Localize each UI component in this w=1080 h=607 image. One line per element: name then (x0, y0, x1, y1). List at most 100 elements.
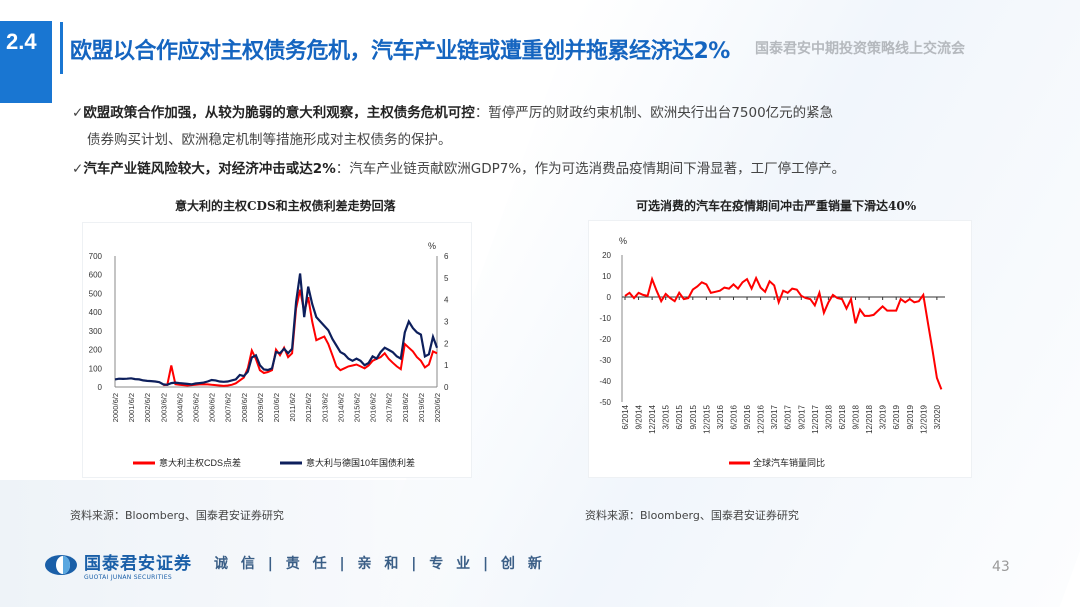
company-logo: 国泰君安证券 GUOTAI JUNAN SECURITIES (44, 549, 192, 581)
x-tick-label: 6/2018 (838, 404, 847, 429)
y-tick-label: 0 (607, 293, 612, 302)
x-tick-label: 2014/6/2 (336, 393, 345, 422)
x-tick-label: 2001/6/2 (127, 393, 136, 422)
logo-emblem-icon (45, 555, 77, 575)
left-y-tick-label: 200 (89, 346, 103, 355)
right-y-tick-label: 1 (444, 361, 449, 370)
left-y-tick-label: 100 (89, 364, 103, 373)
right-y-tick-label: 3 (444, 318, 449, 327)
x-tick-label: 2004/6/2 (175, 393, 184, 422)
x-tick-label: 12/2019 (919, 404, 928, 433)
y-tick-label: -50 (599, 398, 611, 407)
x-tick-label: 2017/6/2 (385, 393, 394, 422)
chart-1-title: 意大利的主权CDS和主权债利差走势回落 (175, 199, 396, 213)
series-line-cds (163, 289, 438, 387)
x-tick-label: 2016/6/2 (369, 393, 378, 422)
x-tick-label: 3/2017 (770, 404, 779, 429)
x-tick-label: 6/2017 (784, 404, 793, 429)
x-tick-label: 9/2014 (635, 404, 644, 429)
chart-2-title: 可选消费的汽车在疫情期间冲击严重销量下滑达40% (636, 199, 917, 213)
x-tick-label: 2011/6/2 (288, 393, 297, 422)
bullet-1: ✓欧盟政策合作加强，从较为脆弱的意大利观察，主权债务危机可控：暂停严厉的财政约束… (72, 105, 834, 121)
left-y-tick-label: 700 (89, 252, 103, 261)
x-tick-label: 6/2019 (892, 404, 901, 429)
series-line-auto-sales (624, 275, 943, 390)
x-tick-label: 9/2019 (906, 404, 915, 429)
x-tick-label: 3/2018 (824, 404, 833, 429)
bullet-2-bold: 汽车产业链风险较大，对经济冲击或达2% (83, 161, 336, 177)
x-tick-label: 2002/6/2 (143, 393, 152, 422)
left-y-tick-label: 500 (89, 289, 103, 298)
left-y-tick-label: 300 (89, 327, 103, 336)
x-tick-label: 12/2018 (865, 404, 874, 433)
x-tick-label: 2005/6/2 (192, 393, 201, 422)
left-y-tick-label: 400 (89, 308, 103, 317)
x-tick-label: 12/2017 (811, 404, 820, 433)
x-tick-label: 2013/6/2 (320, 393, 329, 422)
x-tick-label: 2003/6/2 (159, 393, 168, 422)
title-accent-bar (60, 22, 63, 74)
footer-background (0, 480, 520, 607)
x-tick-label: 9/2017 (797, 404, 806, 429)
x-tick-label: 9/2018 (852, 404, 861, 429)
legend-label: 意大利主权CDS点差 (159, 457, 241, 468)
legend-label: 意大利与德国10年国债利差 (306, 457, 415, 468)
event-name: 国泰君安中期投资策略线上交流会 (755, 41, 965, 57)
company-motto: 诚 信 | 责 任 | 亲 和 | 专 业 | 创 新 (214, 556, 546, 572)
x-tick-label: 2018/6/2 (401, 393, 410, 422)
x-tick-label: 2009/6/2 (256, 393, 265, 422)
y-tick-label: -40 (599, 377, 611, 386)
x-tick-label: 3/2015 (662, 404, 671, 429)
x-tick-label: 2015/6/2 (353, 393, 362, 422)
x-tick-label: 12/2015 (702, 404, 711, 433)
x-tick-label: 2019/6/2 (417, 393, 426, 422)
left-y-tick-label: 600 (89, 271, 103, 280)
x-tick-label: 2010/6/2 (272, 393, 281, 422)
right-y-tick-label: 0 (444, 383, 449, 392)
y-tick-label: 20 (602, 251, 611, 260)
x-tick-label: 2020/6/2 (433, 393, 442, 422)
bullet-1-cont: 债券购买计划、欧洲稳定机制等措施形成对主权债务的保护。 (87, 132, 452, 148)
y-unit: % (619, 236, 627, 246)
right-y-unit: % (428, 241, 436, 251)
right-y-tick-label: 6 (444, 252, 449, 261)
chart-2-panel (588, 220, 972, 478)
x-tick-label: 6/2015 (675, 404, 684, 429)
x-tick-label: 6/2014 (621, 404, 630, 429)
logo-name: 国泰君安证券 (84, 554, 192, 574)
legend-label: 全球汽车销量同比 (753, 457, 825, 468)
y-tick-label: -10 (599, 314, 611, 323)
x-tick-label: 9/2016 (743, 404, 752, 429)
right-y-tick-label: 2 (444, 339, 449, 348)
y-tick-label: -20 (599, 335, 611, 344)
x-tick-label: 2008/6/2 (240, 393, 249, 422)
right-y-tick-label: 5 (444, 274, 449, 283)
x-tick-label: 2012/6/2 (304, 393, 313, 422)
x-tick-label: 3/2016 (716, 404, 725, 429)
right-y-tick-label: 4 (444, 296, 449, 305)
bullet-2-text: ：汽车产业链贡献欧洲GDP7%，作为可选消费品疫情期间下滑显著，工厂停工停产。 (335, 161, 846, 177)
x-tick-label: 6/2016 (729, 404, 738, 429)
page-number: 43 (992, 559, 1010, 575)
x-tick-label: 2006/6/2 (208, 393, 217, 422)
x-tick-label: 9/2015 (689, 404, 698, 429)
bullet-1-bold: 欧盟政策合作加强，从较为脆弱的意大利观察，主权债务危机可控 (83, 105, 475, 121)
page-title: 欧盟以合作应对主权债务危机，汽车产业链或遭重创并拖累经济达2% (70, 39, 730, 64)
chart-1-source: 资料来源：Bloomberg、国泰君安证券研究 (70, 509, 284, 522)
x-tick-label: 3/2020 (933, 404, 942, 429)
y-tick-label: 10 (602, 272, 611, 281)
series-line-spread (114, 273, 439, 386)
section-number: 2.4 (0, 21, 52, 103)
bullet-1-text: ：暂停严厉的财政约束机制、欧洲央行出台7500亿元的紧急 (474, 105, 834, 121)
logo-english: GUOTAI JUNAN SECURITIES (84, 574, 172, 581)
x-tick-label: 3/2019 (879, 404, 888, 429)
x-tick-label: 2007/6/2 (224, 393, 233, 422)
bullet-2: ✓汽车产业链风险较大，对经济冲击或达2%：汽车产业链贡献欧洲GDP7%，作为可选… (72, 161, 846, 177)
chart-2-source: 资料来源：Bloomberg、国泰君安证券研究 (585, 509, 799, 522)
x-tick-label: 12/2014 (648, 404, 657, 433)
y-tick-label: -30 (599, 356, 611, 365)
x-tick-label: 12/2016 (757, 404, 766, 433)
x-tick-label: 2000/6/2 (111, 393, 120, 422)
left-y-tick-label: 0 (98, 383, 103, 392)
